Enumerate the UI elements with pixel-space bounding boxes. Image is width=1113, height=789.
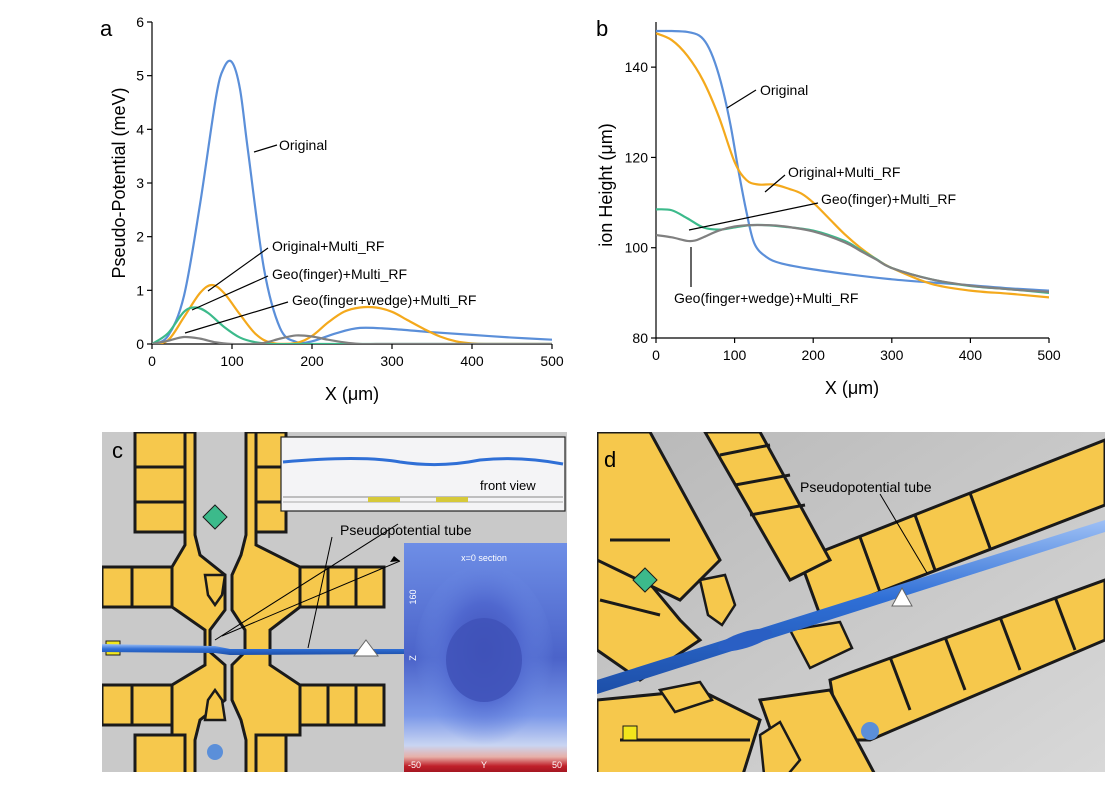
y-tick-label: 120 [625, 149, 649, 165]
x-axis-label: X (μm) [825, 378, 879, 398]
panel-a-letter: a [100, 16, 113, 41]
series-line-wedge [152, 334, 552, 344]
section-title: x=0 section [461, 553, 507, 563]
leader-line [688, 202, 819, 231]
x-tick-label: 0 [148, 353, 156, 369]
front-view-inset [280, 436, 566, 512]
leader-line [191, 275, 269, 311]
panel-d-3d-view: Pseudopotential tube d [597, 432, 1105, 772]
tube-label: Pseudopotential tube [340, 522, 472, 538]
x-tick-label: 100 [723, 347, 747, 363]
circle-marker-icon [207, 744, 223, 760]
x-tick-label: 500 [1037, 347, 1061, 363]
y-tick-label: 4 [136, 121, 144, 137]
diamond-marker-icon [632, 567, 658, 593]
x-tick-label: 400 [460, 353, 484, 369]
leader-line [184, 301, 289, 334]
y-axis-label: ion Height (μm) [596, 123, 616, 246]
annotation-original: Original [279, 137, 327, 153]
square-marker-icon [622, 725, 638, 741]
leader-line [207, 247, 269, 292]
annotation-original-multi-rf: Original+Multi_RF [272, 238, 384, 254]
y-tick-label: 5 [136, 68, 144, 84]
series-line-finger [152, 306, 552, 344]
pseudopotential-tube [102, 644, 405, 655]
section-y-label: Y [481, 760, 487, 770]
y-tick-label: 140 [625, 59, 649, 75]
series-line-wedge [656, 223, 1049, 294]
annotation-original-multi-rf: Original+Multi_RF [788, 164, 900, 180]
panel-b-chart: b 0 100 200 300 400 500 80 100 120 140 X (μm) ion… [596, 16, 1061, 398]
x-tick-label: 100 [220, 353, 244, 369]
triangle-marker-icon [891, 586, 913, 607]
annotation-geo-finger: Geo(finger)+Multi_RF [272, 266, 407, 282]
leader-line [764, 174, 786, 193]
panel-a-chart: a 0 100 200 300 400 500 0 1 2 3 4 5 6 X (μm) Pseudo-… [100, 14, 564, 404]
circle-marker-icon [861, 722, 879, 740]
y-tick-label: 2 [136, 229, 144, 245]
panel-c-letter: c [112, 438, 123, 463]
x-tick-label: 200 [300, 353, 324, 369]
series-line-original [656, 29, 1049, 292]
panel-d-letter: d [604, 447, 616, 472]
x-tick-label: 500 [540, 353, 564, 369]
x-tick-label: 300 [880, 347, 904, 363]
y-tick-label: 6 [136, 14, 144, 30]
annotation-geo-finger-wedge: Geo(finger+wedge)+Multi_RF [674, 290, 858, 306]
x-axis-label: X (μm) [325, 384, 379, 404]
series-line-original [152, 59, 552, 344]
x-tick-label: 200 [802, 347, 826, 363]
section-y-min: -50 [408, 760, 421, 770]
annotation-geo-finger-wedge: Geo(finger+wedge)+Multi_RF [292, 292, 476, 308]
section-z-tick: 160 [408, 589, 418, 604]
y-tick-label: 1 [136, 282, 144, 298]
y-tick-label: 80 [632, 330, 648, 346]
y-tick-label: 3 [136, 175, 144, 191]
electrode-dividers [599, 443, 1077, 742]
series-line-multi-rf [656, 32, 1049, 299]
leader-line [253, 144, 278, 153]
series-line-multi-rf [152, 283, 552, 344]
leader-line [726, 89, 757, 109]
gold-electrodes [102, 432, 386, 772]
section-y-max: 50 [552, 760, 562, 770]
leader-line [879, 493, 928, 574]
leader-line [307, 536, 333, 649]
diamond-marker-icon [202, 504, 228, 530]
y-axis-label: Pseudo-Potential (meV) [109, 87, 129, 278]
y-tick-label: 0 [136, 336, 144, 352]
leader-line [214, 523, 399, 641]
panel-c-schematic: front view x=0 section 160 Z -50 Y 50 Ps… [102, 432, 567, 772]
x-tick-label: 0 [652, 347, 660, 363]
leader-line [221, 560, 401, 637]
series-line-finger [656, 208, 1049, 294]
section-z-label: Z [408, 655, 418, 661]
front-view-label: front view [480, 478, 536, 493]
tube-label: Pseudopotential tube [800, 479, 932, 495]
annotation-geo-finger: Geo(finger)+Multi_RF [821, 191, 956, 207]
x-tick-label: 300 [380, 353, 404, 369]
triangle-marker-icon [353, 639, 379, 657]
x-tick-label: 400 [959, 347, 983, 363]
panel-b-letter: b [596, 16, 608, 41]
annotation-original: Original [760, 82, 808, 98]
y-tick-label: 100 [625, 240, 649, 256]
